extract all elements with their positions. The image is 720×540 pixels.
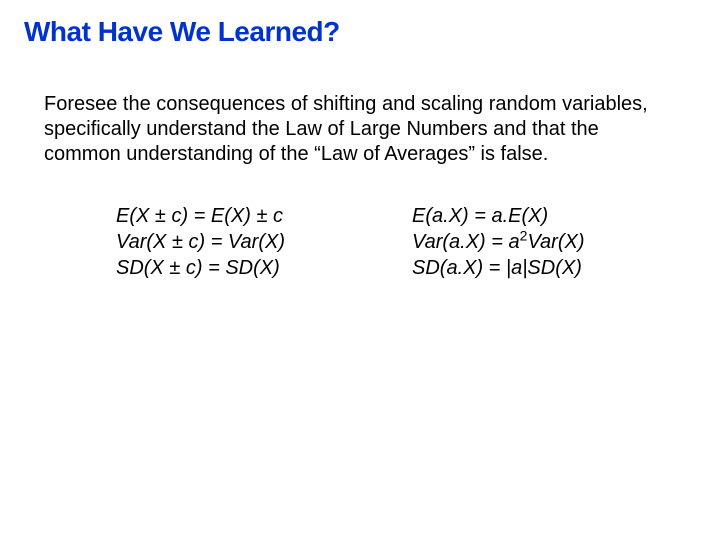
- formula-left-3: SD(X ± c) = SD(X): [116, 255, 412, 281]
- formula-left-2: Var(X ± c) = Var(X): [116, 229, 412, 255]
- slide: What Have We Learned? Foresee the conseq…: [0, 0, 720, 540]
- formula-right-3: SD(a.X) = |a|SD(X): [412, 255, 696, 281]
- formula-right-1: E(a.X) = a.E(X): [412, 203, 696, 229]
- formula-left-1: E(X ± c) = E(X) ± c: [116, 203, 412, 229]
- formula-right-2: Var(a.X) = a2Var(X): [412, 229, 696, 255]
- slide-paragraph: Foresee the consequences of shifting and…: [44, 92, 676, 167]
- formula-column-right: E(a.X) = a.E(X) Var(a.X) = a2Var(X) SD(a…: [412, 203, 696, 281]
- formula-column-left: E(X ± c) = E(X) ± c Var(X ± c) = Var(X) …: [116, 203, 412, 281]
- slide-title: What Have We Learned?: [24, 16, 696, 48]
- formula-columns: E(X ± c) = E(X) ± c Var(X ± c) = Var(X) …: [116, 203, 696, 281]
